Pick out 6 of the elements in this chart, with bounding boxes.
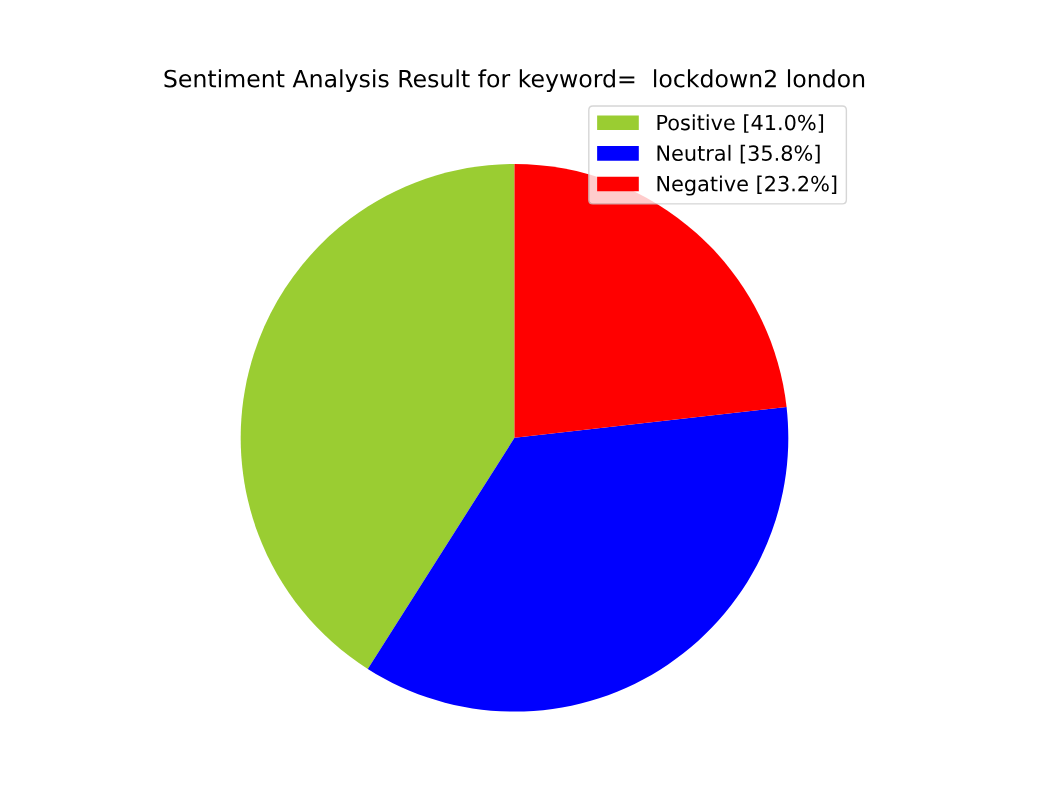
pie-slice (367, 406, 789, 712)
chart-title: Sentiment Analysis Result for keyword= lockdown2 london (164, 69, 865, 93)
legend-label: Negative [23.2%] (657, 175, 837, 196)
legend-label: Positive [41.0%] (657, 114, 824, 133)
pie-slice (240, 163, 515, 669)
legend-label: Neutral [35.8%] (657, 144, 820, 164)
